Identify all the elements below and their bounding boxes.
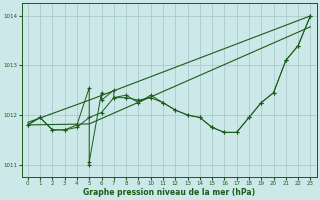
X-axis label: Graphe pression niveau de la mer (hPa): Graphe pression niveau de la mer (hPa) [83, 188, 255, 197]
